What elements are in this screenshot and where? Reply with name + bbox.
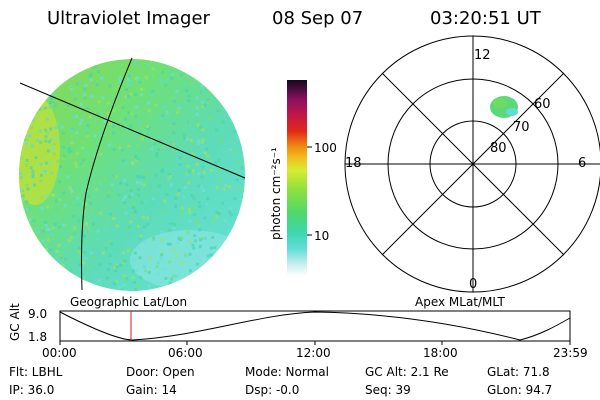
xtick-0000: 00:00 (42, 346, 77, 360)
date-label: 08 Sep 07 (272, 8, 364, 29)
alt-ytick-9: 9.0 (28, 307, 48, 321)
altitude-curve (59, 311, 571, 341)
mlt-label-6: 6 (578, 156, 587, 171)
status-mode: Mode: Normal (245, 365, 329, 379)
apex-label: Apex MLat/MLT (415, 295, 505, 309)
xtick-0600: 06:00 (168, 346, 203, 360)
alt-ylabel: GC Alt (8, 303, 22, 341)
status-seq: Seq: 39 (365, 383, 411, 397)
colorbar-unit: photon cm⁻²s⁻¹ (269, 147, 283, 240)
colorbar-tick-100: 100 (314, 141, 337, 155)
status-flt: Flt: LBHL (9, 365, 63, 379)
status-gain: Gain: 14 (126, 383, 177, 397)
mlat-label-60: 60 (534, 97, 551, 112)
geo-label: Geographic Lat/Lon (70, 295, 188, 309)
polar-aurora-patch (490, 96, 518, 118)
instrument-title: Ultraviolet Imager (47, 8, 210, 29)
mlat-label-80: 80 (490, 141, 507, 156)
mlat-label-70: 70 (513, 120, 530, 135)
mlt-label-18: 18 (345, 156, 362, 171)
xtick-1200: 12:00 (296, 346, 331, 360)
status-gcalt: GC Alt: 2.1 Re (365, 365, 449, 379)
mlt-label-0: 0 (469, 277, 478, 292)
colorbar-tick-10: 10 (314, 229, 330, 243)
uvi-image-disk (19, 59, 245, 291)
status-glon: GLon: 94.7 (487, 383, 553, 397)
geo-lat-line (19, 82, 246, 179)
time-label: 03:20:51 UT (430, 8, 541, 29)
xtick-1800: 18:00 (423, 346, 458, 360)
geo-lon-line (81, 57, 133, 291)
xtick-2359: 23:59 (553, 346, 588, 360)
alt-ytick-1-8: 1.8 (28, 330, 48, 344)
status-door: Door: Open (126, 365, 195, 379)
mlt-label-12: 12 (474, 48, 491, 63)
status-ip: IP: 36.0 (9, 383, 55, 397)
colorbar (287, 80, 307, 276)
status-dsp: Dsp: -0.0 (245, 383, 300, 397)
status-glat: GLat: 71.8 (487, 365, 550, 379)
polar-plot (344, 35, 600, 293)
altitude-plot-box (59, 310, 571, 342)
